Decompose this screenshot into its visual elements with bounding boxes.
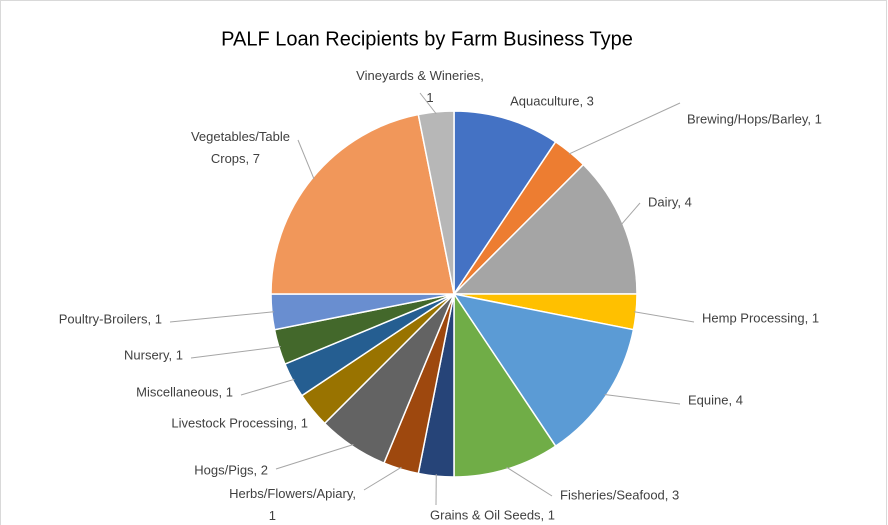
leader-line — [190, 346, 281, 359]
data-label-line: Crops, 7 — [211, 151, 260, 166]
pie-slice — [452, 292, 635, 448]
leader-line — [506, 466, 553, 497]
pie-slice — [270, 113, 455, 295]
data-label: Equine, 4 — [688, 392, 743, 407]
data-label: Nursery, 1 — [124, 347, 183, 362]
leader-line — [604, 394, 681, 405]
data-label-line: 1 — [426, 90, 433, 105]
leader-line — [620, 202, 641, 226]
pie-slice — [453, 110, 557, 297]
data-label: Vegetables/Table Crops, 7 — [191, 129, 290, 166]
data-label: Miscellaneous, 1 — [136, 384, 233, 399]
data-label: Aquaculture, 3 — [510, 93, 594, 108]
leader-line — [240, 378, 295, 396]
leader-line — [297, 139, 315, 180]
data-label-line: 1 — [269, 508, 276, 523]
data-label-line: Vineyards & Wineries, — [356, 68, 484, 83]
leader-line — [169, 311, 274, 323]
leader-line — [419, 92, 437, 115]
data-label: Brewing/Hops/Barley, 1 — [687, 111, 822, 126]
data-label: Dairy, 4 — [648, 194, 692, 209]
leader-line — [568, 102, 681, 155]
chart-title: PALF Loan Recipients by Farm Business Ty… — [221, 28, 633, 50]
data-label: Hogs/Pigs, 2 — [194, 462, 268, 477]
data-label: Vineyards & Wineries, 1 — [356, 68, 484, 105]
leader-line — [363, 466, 402, 491]
data-label-line: Herbs/Flowers/Apiary, — [229, 486, 356, 501]
pie-slice — [452, 163, 638, 295]
pie-slice — [453, 291, 557, 478]
pie-slice — [417, 110, 455, 295]
data-label-line: Vegetables/Table — [191, 129, 290, 144]
leader-line — [634, 311, 695, 323]
data-label: Livestock Processing, 1 — [171, 415, 308, 430]
data-label: Grains & Oil Seeds, 1 — [430, 507, 555, 522]
data-label: Poultry-Broilers, 1 — [59, 311, 162, 326]
data-label: Fisheries/Seafood, 3 — [560, 487, 679, 502]
leader-line — [275, 444, 354, 470]
data-label: Hemp Processing, 1 — [702, 310, 819, 325]
data-label: Herbs/Flowers/Apiary, 1 — [229, 486, 356, 523]
